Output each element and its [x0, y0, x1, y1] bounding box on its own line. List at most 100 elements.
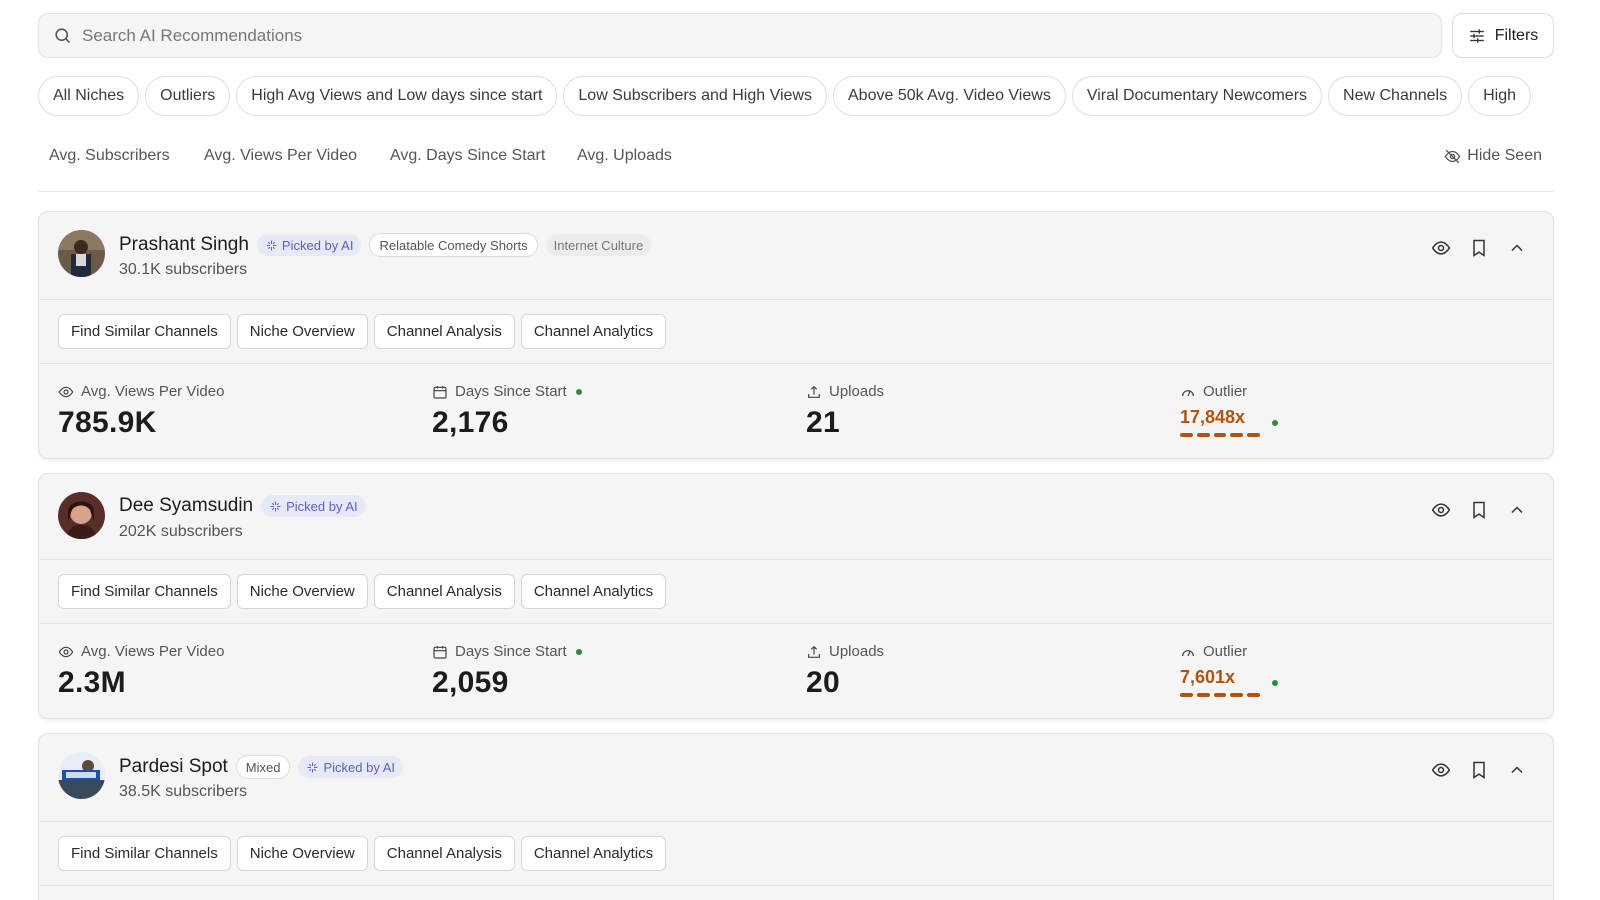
channel-analytics-button[interactable]: Channel Analytics: [520, 836, 667, 871]
channel-title-row: Dee Syamsudin Picked by AI: [119, 495, 366, 517]
chip-new-channels[interactable]: New Channels: [1328, 76, 1463, 116]
picked-by-ai-badge: Picked by AI: [256, 234, 362, 256]
chevron-up-icon[interactable]: [1507, 760, 1527, 780]
channel-title-row: Pardesi Spot Mixed Picked by AI: [119, 755, 404, 779]
bookmark-icon[interactable]: [1469, 238, 1489, 258]
channel-title-row: Prashant Singh Picked by AI Relatable Co…: [119, 233, 652, 257]
channel-analysis-button[interactable]: Channel Analysis: [373, 836, 515, 871]
eye-icon[interactable]: [1431, 760, 1451, 780]
content-type-tag[interactable]: Mixed: [235, 755, 291, 779]
card-actions: [1431, 238, 1527, 258]
uploads-value: 21: [806, 406, 840, 439]
channel-card: Prashant Singh Picked by AI Relatable Co…: [38, 211, 1554, 459]
find-similar-channels-button[interactable]: Find Similar Channels: [58, 836, 231, 871]
avatar[interactable]: [58, 492, 105, 539]
subscriber-count: 38.5K subscribers: [119, 783, 248, 800]
stat-avg-views: Avg. Views Per Video 2.3M: [58, 643, 225, 699]
bookmark-icon[interactable]: [1469, 760, 1489, 780]
sort-bar: Avg. Subscribers Avg. Views Per Video Av…: [38, 140, 1554, 192]
niche-overview-button[interactable]: Niche Overview: [236, 314, 368, 349]
hide-seen-toggle[interactable]: Hide Seen: [1444, 147, 1542, 165]
avatar[interactable]: [58, 752, 105, 799]
channel-analysis-button[interactable]: Channel Analysis: [373, 574, 515, 609]
card-action-buttons: Find Similar Channels Niche Overview Chann…: [39, 822, 1553, 886]
channel-analytics-button[interactable]: Channel Analytics: [520, 314, 667, 349]
eye-icon: [58, 386, 74, 397]
channel-analytics-button[interactable]: Channel Analytics: [520, 574, 667, 609]
card-header: Prashant Singh Picked by AI Relatable Co…: [39, 212, 1553, 300]
stat-uploads: Uploads 20: [806, 643, 885, 699]
search-input[interactable]: [82, 25, 1382, 46]
chevron-up-icon[interactable]: [1507, 500, 1527, 520]
card-actions: [1431, 500, 1527, 520]
sparkle-icon: [270, 501, 281, 511]
channel-analysis-button[interactable]: Channel Analysis: [373, 314, 515, 349]
picked-by-ai-badge: Picked by AI: [261, 495, 366, 517]
upload-icon: [808, 385, 820, 398]
stat-outlier: Outlier 7,601x: [1180, 643, 1278, 697]
gauge-icon: [1182, 649, 1194, 656]
niche-overview-button[interactable]: Niche Overview: [236, 836, 368, 871]
picked-by-ai-badge: Picked by AI: [298, 756, 404, 778]
chip-high-truncated[interactable]: High: [1468, 76, 1531, 116]
chip-low-subs-high-views[interactable]: Low Subscribers and High Views: [563, 76, 827, 116]
card-actions: [1431, 760, 1527, 780]
stat-outlier: Outlier 17,848x: [1180, 383, 1278, 437]
sort-avg-views-per-video[interactable]: Avg. Views Per Video: [204, 147, 357, 164]
find-similar-channels-button[interactable]: Find Similar Channels: [58, 574, 231, 609]
sparkle-icon: [266, 240, 277, 250]
calendar-icon: [433, 385, 447, 399]
chip-high-avg-views-low-days[interactable]: High Avg Views and Low days since start: [236, 76, 558, 116]
avatar[interactable]: [58, 230, 105, 277]
subscriber-count: 30.1K subscribers: [119, 261, 248, 278]
stat-uploads: Uploads 21: [806, 383, 885, 439]
outlier-meter: [1180, 693, 1260, 697]
chevron-up-icon[interactable]: [1507, 238, 1527, 258]
days-since-start-value: 2,059: [432, 666, 509, 699]
channel-name[interactable]: Dee Syamsudin: [119, 495, 254, 516]
calendar-icon: [433, 645, 447, 659]
filters-button[interactable]: Filters: [1452, 13, 1554, 58]
eye-icon[interactable]: [1431, 500, 1451, 520]
eye-icon: [58, 646, 74, 657]
niche-chip-bar: All Niches Outliers High Avg Views and Low…: [38, 76, 1600, 116]
channel-name[interactable]: Pardesi Spot: [119, 756, 228, 777]
status-dot: [1272, 420, 1278, 426]
hide-seen-label: Hide Seen: [1467, 147, 1542, 164]
category-tag: Internet Culture: [545, 234, 652, 256]
outlier-meter: [1180, 433, 1260, 437]
channel-card: Pardesi Spot Mixed Picked by AI 38.5K su…: [38, 733, 1554, 900]
card-header: Pardesi Spot Mixed Picked by AI 38.5K su…: [39, 734, 1553, 822]
chip-all-niches[interactable]: All Niches: [38, 76, 140, 116]
channel-name[interactable]: Prashant Singh: [119, 234, 249, 255]
status-dot: [575, 388, 582, 395]
card-action-buttons: Find Similar Channels Niche Overview Chann…: [39, 300, 1553, 364]
sort-avg-days-since-start[interactable]: Avg. Days Since Start: [390, 147, 546, 164]
card-action-buttons: Find Similar Channels Niche Overview Chann…: [39, 560, 1553, 624]
eye-icon[interactable]: [1431, 238, 1451, 258]
channel-card: Dee Syamsudin Picked by AI 202K subscrib…: [38, 473, 1554, 719]
niche-tag[interactable]: Relatable Comedy Shorts: [369, 233, 538, 257]
bookmark-icon[interactable]: [1469, 500, 1489, 520]
filters-label: Filters: [1494, 26, 1539, 44]
find-similar-channels-button[interactable]: Find Similar Channels: [58, 314, 231, 349]
outlier-value: 17,848x: [1180, 407, 1246, 427]
chip-above-50k-views[interactable]: Above 50k Avg. Video Views: [833, 76, 1066, 116]
top-search-row: Filters: [38, 13, 1600, 58]
chip-outliers[interactable]: Outliers: [145, 76, 231, 116]
sort-avg-subscribers[interactable]: Avg. Subscribers: [49, 147, 170, 164]
sort-avg-uploads[interactable]: Avg. Uploads: [577, 147, 672, 164]
upload-icon: [808, 645, 820, 658]
card-header: Dee Syamsudin Picked by AI 202K subscrib…: [39, 474, 1553, 560]
stat-days-since-start: Days Since Start 2,059: [432, 643, 582, 700]
search-icon: [55, 28, 71, 44]
search-box[interactable]: [38, 13, 1442, 58]
stat-days-since-start: Days Since Start 2,176: [432, 383, 582, 440]
status-dot: [1272, 680, 1278, 686]
niche-overview-button[interactable]: Niche Overview: [236, 574, 368, 609]
days-since-start-value: 2,176: [432, 406, 509, 439]
avg-views-value: 2.3M: [58, 666, 126, 699]
gauge-icon: [1182, 389, 1194, 396]
chip-viral-documentary-newcomers[interactable]: Viral Documentary Newcomers: [1071, 76, 1323, 116]
stat-avg-views: Avg. Views Per Video 785.9K: [58, 383, 225, 439]
